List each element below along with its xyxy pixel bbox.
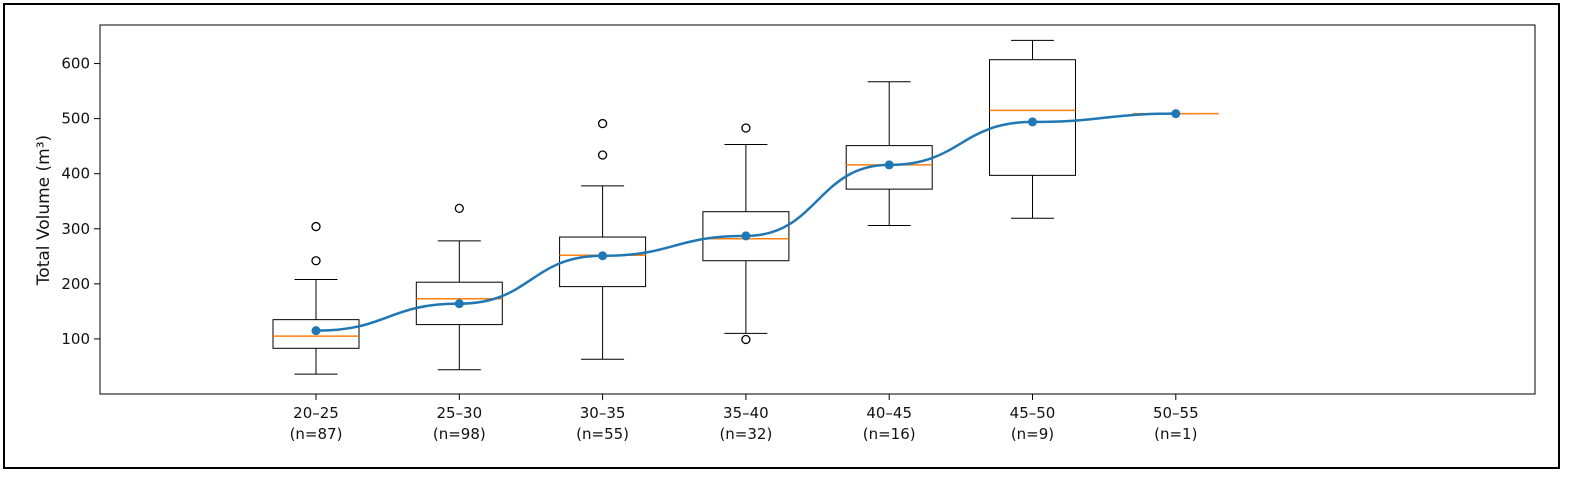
y-tick-label: 500 <box>61 110 90 128</box>
x-tick-count: (n=87) <box>290 425 343 443</box>
mean-point <box>741 231 751 241</box>
mean-point <box>311 326 321 336</box>
iqr-box <box>272 319 360 349</box>
iqr-box <box>702 211 790 262</box>
y-tick-label: 200 <box>61 275 90 293</box>
box-5 <box>989 39 1076 219</box>
y-tick-label: 400 <box>61 165 90 183</box>
mean-point <box>1171 109 1181 119</box>
outlier-point <box>597 118 608 129</box>
boxes <box>272 39 1219 375</box>
x-tick-label: 30–35 <box>580 404 626 422</box>
x-tick-label: 45–50 <box>1010 404 1056 422</box>
x-axis: 20–25 (n=87) 25–30 (n=98) 30–35 (n=55) 35–40 (n… <box>290 394 1199 443</box>
outlier-point <box>741 123 751 133</box>
box-3 <box>702 123 790 345</box>
y-tick-label: 300 <box>61 220 90 238</box>
mean-line <box>311 109 1181 336</box>
x-tick-count: (n=9) <box>1011 425 1054 443</box>
outlier-point <box>311 221 321 232</box>
mean-point <box>1028 117 1037 127</box>
box-1 <box>415 203 503 371</box>
outlier-point <box>454 203 464 214</box>
box-0 <box>272 221 360 375</box>
outlier-point <box>741 334 751 345</box>
box-4 <box>845 81 933 226</box>
iqr-box <box>989 59 1076 176</box>
x-tick-label: 50–55 <box>1153 404 1199 422</box>
mean-point <box>598 251 608 261</box>
x-tick-count: (n=16) <box>863 425 916 443</box>
outlier-point <box>597 150 608 160</box>
x-tick-count: (n=98) <box>433 425 486 443</box>
iqr-box <box>559 236 647 288</box>
x-tick-label: 40–45 <box>866 404 912 422</box>
y-axis-label: Total Volume (m³) <box>34 135 54 286</box>
iqr-box <box>415 281 503 326</box>
iqr-box <box>845 145 933 190</box>
x-tick-count: (n=32) <box>719 425 772 443</box>
outlier-point <box>311 256 321 266</box>
y-tick-label: 600 <box>61 55 90 73</box>
plot-area <box>99 24 1536 395</box>
x-tick-label: 25–30 <box>436 404 482 422</box>
x-tick-count: (n=1) <box>1154 425 1197 443</box>
y-tick-label: 100 <box>61 330 90 348</box>
x-tick-label: 20–25 <box>293 404 339 422</box>
y-axis: 100 200 300 400 500 600 <box>61 55 100 348</box>
x-tick-label: 35–40 <box>723 404 769 422</box>
x-tick-count: (n=55) <box>576 425 629 443</box>
mean-point <box>454 299 464 309</box>
mean-point <box>884 160 894 170</box>
